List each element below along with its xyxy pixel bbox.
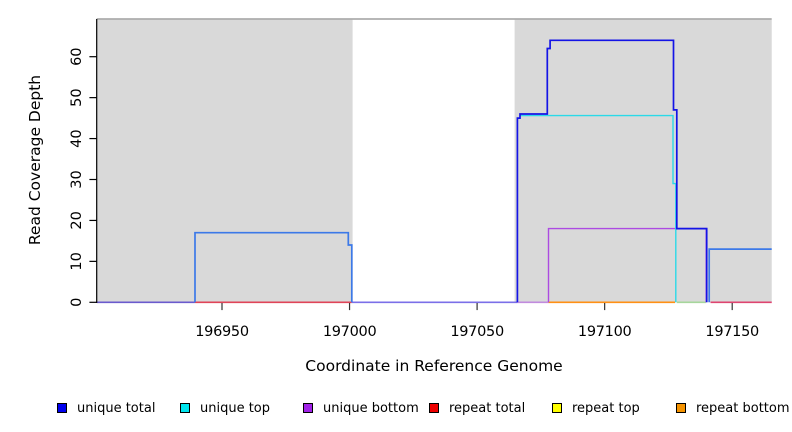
x-tick-label: 197150: [705, 324, 759, 340]
y-tick-label: 60: [69, 47, 85, 65]
y-tick-label: 50: [69, 88, 85, 106]
y-tick-label: 10: [69, 252, 85, 270]
y-tick-label: 40: [69, 129, 85, 147]
series-unique-total-left: [194, 231, 353, 303]
series-unique-total-peak: [516, 39, 708, 303]
x-tick-label: 196950: [195, 324, 249, 340]
y-tick-label: 20: [69, 211, 85, 229]
y-tick-label: 30: [69, 170, 85, 188]
right-shaded-region: [514, 19, 772, 303]
x-tick-label: 197000: [323, 324, 377, 340]
y-axis-title: Read Coverage Depth: [26, 74, 44, 246]
x-axis-title: Coordinate in Reference Genome: [305, 357, 563, 375]
left-shaded-region: [97, 19, 353, 303]
series-unique-top: [520, 114, 677, 303]
x-tick-label: 197100: [578, 324, 632, 340]
series-unique-total-right: [708, 248, 772, 303]
x-tick-label: 197050: [450, 324, 504, 340]
y-tick-label: 0: [69, 298, 85, 307]
